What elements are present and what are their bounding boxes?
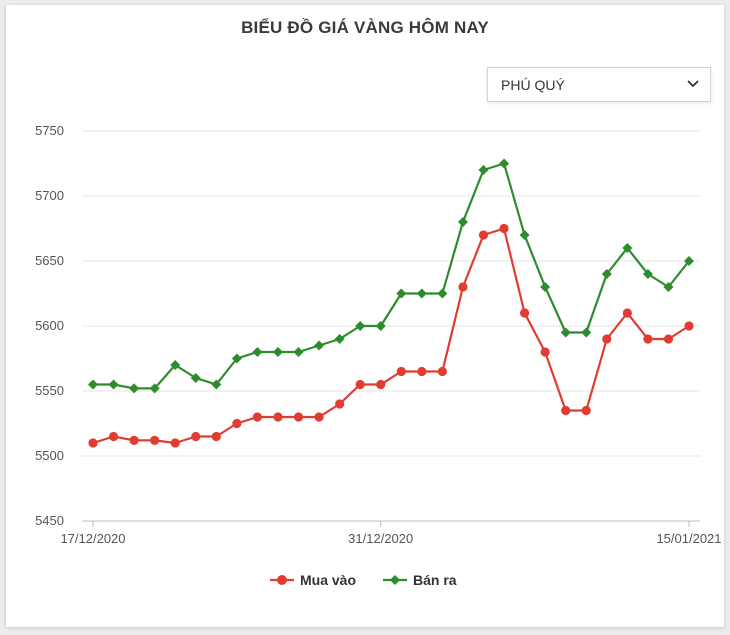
y-tick-label: 5550 — [35, 383, 64, 398]
series-1-point — [211, 431, 221, 442]
series-2-point — [293, 347, 304, 357]
series-1-point — [643, 334, 653, 344]
series-2-point — [231, 353, 242, 364]
series-2-point — [540, 282, 551, 292]
series-1-point — [622, 308, 632, 318]
series-1-point — [88, 438, 98, 448]
series-2-point — [499, 158, 510, 169]
chevron-down-icon — [687, 80, 699, 88]
series-1-point — [108, 431, 119, 442]
series-1-point — [314, 412, 324, 422]
grid-lines — [82, 130, 700, 522]
series-2-point — [190, 373, 201, 383]
y-tick-label: 5700 — [35, 188, 64, 203]
series-2-point — [355, 321, 366, 331]
x-tick-label: 15/01/2021 — [656, 531, 721, 546]
series-2-point — [170, 360, 181, 370]
series-1-point — [437, 366, 447, 377]
series-1-point — [293, 412, 304, 422]
series-2-point — [314, 340, 325, 351]
x-axis: 17/12/2020 31/12/2020 15/01/2021 — [60, 521, 722, 546]
y-tick-label: 5600 — [35, 318, 64, 333]
y-tick-label: 5650 — [35, 253, 64, 268]
series-2-point — [663, 282, 674, 292]
series-2-point — [642, 269, 653, 279]
chart-title: BIỂU ĐỒ GIÁ VÀNG HÔM NAY — [241, 18, 489, 37]
y-tick-label: 5750 — [35, 123, 64, 138]
series-1-point — [663, 334, 674, 344]
series-1-point — [150, 435, 160, 445]
chart-card — [6, 5, 724, 627]
legend-marker-2 — [390, 575, 400, 585]
series-2-point — [396, 288, 407, 299]
series-2-point — [437, 288, 448, 299]
series-1-point — [170, 438, 180, 448]
series-2-point — [375, 321, 386, 331]
series-1-point — [396, 366, 406, 377]
series-line-2 — [93, 162, 690, 390]
series-2-point — [108, 379, 119, 390]
series-1-point — [232, 418, 242, 429]
series-2-point — [457, 217, 468, 227]
series-1-point — [602, 334, 612, 344]
series-2-point — [478, 165, 489, 175]
series-1-point — [355, 379, 365, 390]
legend-label-1: Mua vào — [300, 572, 356, 588]
series-2-point — [601, 269, 612, 279]
legend-label-2: Bán ra — [413, 572, 457, 588]
x-tick-label: 31/12/2020 — [348, 531, 413, 546]
y-axis: 5450 5500 5550 5600 5650 5700 5750 — [35, 123, 64, 528]
x-tick-label: 17/12/2020 — [60, 531, 125, 546]
gold-brand-select-value: PHÚ QUÝ — [501, 77, 565, 93]
series-1-point — [191, 431, 201, 442]
series-2-point — [560, 327, 571, 338]
series-1-point — [561, 405, 571, 416]
series-2-point — [684, 256, 694, 266]
series-group — [88, 158, 694, 448]
y-tick-label: 5450 — [35, 513, 64, 528]
series-1-point — [540, 347, 550, 357]
series-2-point — [129, 383, 140, 394]
legend: Mua vào Bán ra — [270, 572, 457, 588]
series-1-point — [519, 308, 530, 318]
series-1-point — [684, 321, 694, 331]
series-1-point — [499, 223, 509, 234]
series-1-point — [273, 412, 283, 422]
series-1-point — [335, 399, 345, 409]
series-1-point — [252, 412, 263, 422]
legend-marker-1 — [277, 575, 287, 585]
series-2-point — [149, 383, 160, 394]
series-2-point — [581, 327, 592, 338]
series-2-point — [88, 379, 98, 390]
series-1-point — [376, 379, 386, 390]
series-2-point — [211, 379, 222, 390]
series-1-point — [417, 366, 427, 377]
gold-brand-select[interactable]: PHÚ QUÝ — [487, 67, 711, 102]
series-1-point — [458, 282, 468, 292]
series-2-point — [334, 334, 345, 344]
y-tick-label: 5500 — [35, 448, 64, 463]
series-2-point — [272, 347, 283, 357]
series-1-point — [581, 405, 591, 416]
series-1-point — [129, 435, 139, 445]
series-2-point — [519, 230, 530, 240]
series-1-point — [478, 230, 489, 240]
series-2-point — [622, 243, 633, 253]
series-2-point — [416, 288, 427, 299]
series-2-point — [252, 347, 263, 357]
